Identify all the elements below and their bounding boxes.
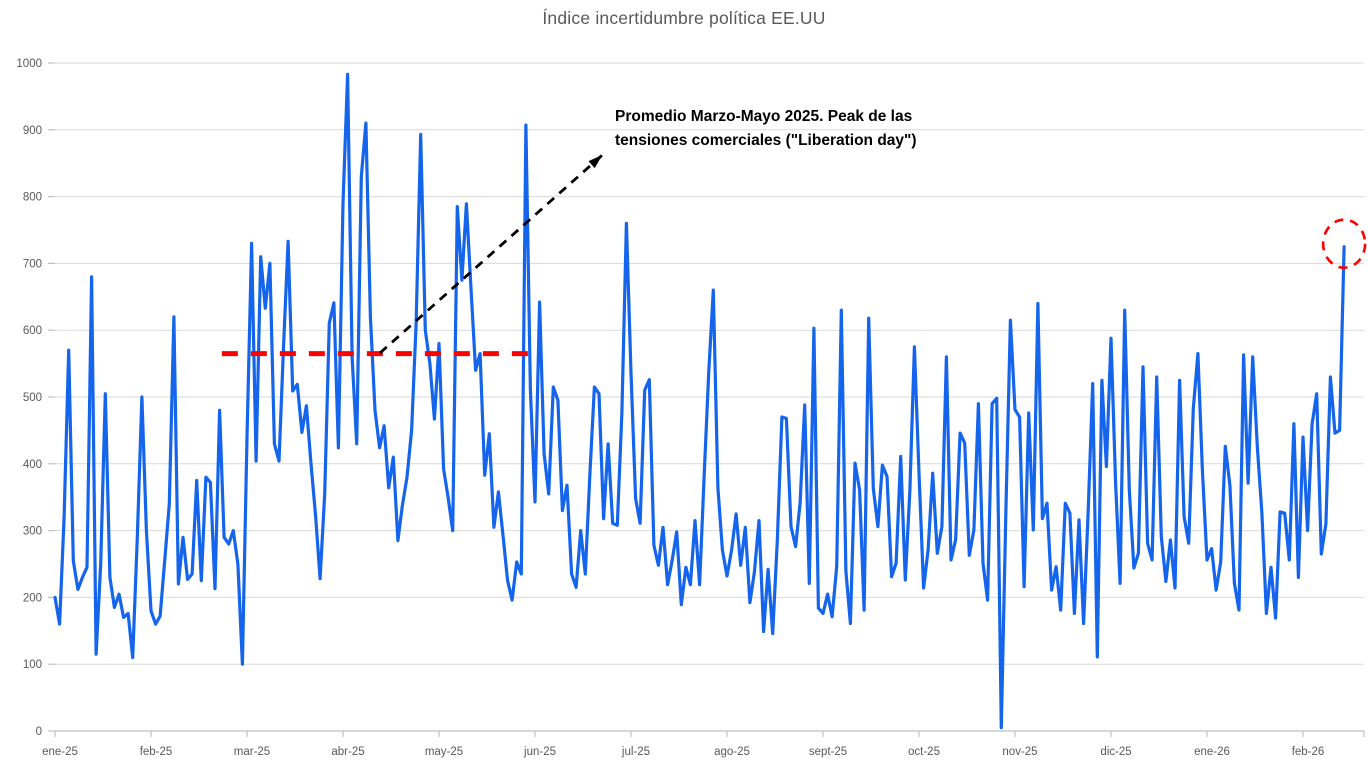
y-axis-tick-label: 100 [23, 659, 42, 671]
x-axis-tick-label: may-25 [425, 746, 463, 758]
x-axis-tick-label: abr-25 [331, 746, 364, 758]
y-axis-tick-label: 1000 [16, 58, 42, 70]
y-axis-tick-label: 500 [23, 392, 42, 404]
y-axis-tick-label: 600 [23, 325, 42, 337]
y-axis-tick-label: 900 [23, 125, 42, 137]
annotation-line-1: Promedio Marzo-Mayo 2025. Peak de las [615, 108, 913, 125]
series-line [53, 72, 1346, 730]
annotation-arrow [379, 154, 604, 354]
x-axis-tick-label: dic-25 [1100, 746, 1131, 758]
x-axis-tick-label: nov-25 [1002, 746, 1037, 758]
y-axis-tick-label: 700 [23, 258, 42, 270]
y-axis-tick-label: 400 [23, 459, 42, 471]
annotation-line-2: tensiones comerciales ("Liberation day") [615, 132, 917, 149]
y-axis-tick-label: 300 [23, 526, 42, 538]
arrowhead-icon [588, 155, 603, 169]
x-axis-tick-label: feb-25 [140, 746, 173, 758]
y-axis-tick-label: 800 [23, 192, 42, 204]
x-axis-tick-label: ene-26 [1194, 746, 1230, 758]
x-axis-tick-label: oct-25 [908, 746, 940, 758]
x-axis-tick-label: ene-25 [42, 746, 78, 758]
x-axis-tick-label: sept-25 [809, 746, 847, 758]
x-axis-tick-label: ago-25 [714, 746, 750, 758]
x-axis-tick-label: mar-25 [234, 746, 270, 758]
x-axis-tick-label: feb-26 [1292, 746, 1325, 758]
x-axis-tick-label: jul-25 [621, 746, 650, 758]
y-axis-tick-label: 0 [36, 726, 42, 738]
chart-title: Índice incertidumbre política EE.UU [542, 8, 826, 28]
highlight-circle [1321, 218, 1367, 269]
annotation-text: Promedio Marzo-Mayo 2025. Peak de las te… [615, 105, 917, 153]
y-axis-tick-label: 200 [23, 592, 42, 604]
x-axis-tick-label: jun-25 [523, 746, 556, 758]
